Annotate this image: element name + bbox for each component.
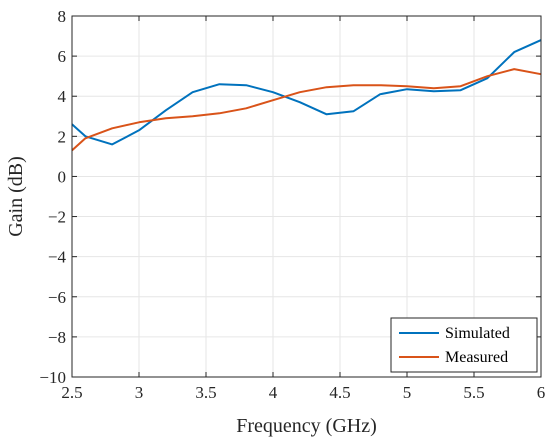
y-tick-label: 0 <box>58 167 67 186</box>
x-tick-label: 3 <box>135 383 144 402</box>
y-tick-label: 2 <box>58 127 67 146</box>
legend: Simulated Measured <box>390 317 538 373</box>
series-line-measured <box>71 68 542 152</box>
legend-box <box>390 317 538 373</box>
y-tick-label: −4 <box>48 248 67 267</box>
y-tick-label: −6 <box>48 288 66 307</box>
y-tick-label: 6 <box>58 47 67 66</box>
series-line-simulated <box>71 39 542 146</box>
legend-label-simulated: Simulated <box>445 325 510 342</box>
plot-frame <box>71 15 542 378</box>
x-tick-label: 5 <box>403 383 412 402</box>
y-tick-label: 4 <box>58 87 67 106</box>
y-tick-label: −8 <box>48 328 66 347</box>
axis-ticks: 2.5 3 3.5 4 4.5 5 5.5 6 −10 −8 −6 −4 −2 0 2 4 6 8 <box>39 7 545 402</box>
x-tick-label: 3.5 <box>195 383 216 402</box>
x-tick-label: 5.5 <box>463 383 484 402</box>
series-lines <box>71 39 542 152</box>
x-tick-label: 4 <box>269 383 278 402</box>
y-tick-label: −2 <box>48 208 66 227</box>
x-tick-label: 4.5 <box>329 383 350 402</box>
x-tick-label: 6 <box>537 383 546 402</box>
y-tick-label: 8 <box>58 7 67 26</box>
y-tick-label: −10 <box>39 368 66 387</box>
grid <box>72 16 541 377</box>
x-tick-label: 2.5 <box>61 383 82 402</box>
x-axis-title: Frequency (GHz) <box>236 415 377 437</box>
legend-label-measured: Measured <box>445 349 508 366</box>
y-axis-title: Gain (dB) <box>5 156 27 237</box>
